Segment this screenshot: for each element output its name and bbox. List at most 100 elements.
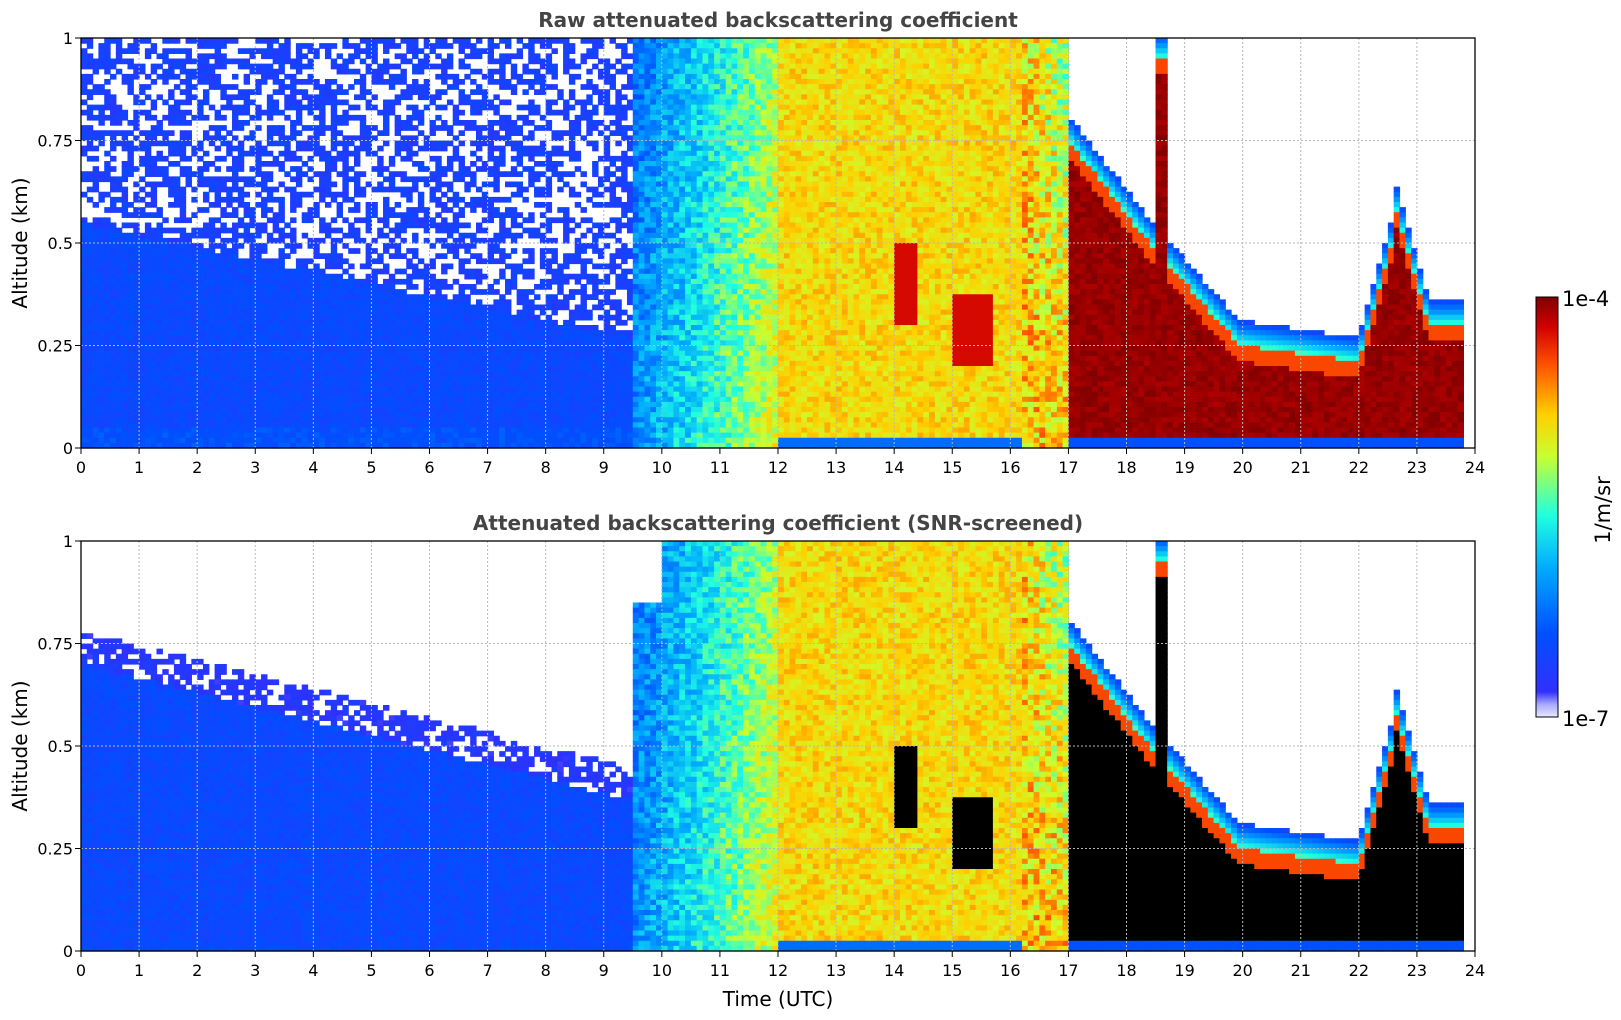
heatmap-cell [104,269,110,275]
heatmap-cell [325,438,331,444]
heatmap-cell [197,371,203,377]
heatmap-cell [290,310,296,316]
heatmap-cell [331,294,337,300]
heatmap-cell [145,141,151,147]
heatmap-cell [354,376,360,382]
heatmap-cell [127,294,133,300]
heatmap-cell [296,428,302,434]
heatmap-cell [360,392,366,398]
heatmap-cell [168,325,174,331]
heatmap-cell [180,187,186,193]
heatmap-cell [435,197,441,203]
heatmap-cell [226,381,232,387]
heatmap-cell [342,417,348,423]
heatmap-cell [383,248,389,254]
heatmap-cell [162,407,168,413]
heatmap-cell [104,233,110,239]
heatmap-cell [174,258,180,264]
heatmap-cell [203,74,209,80]
heatmap-cell [360,264,366,270]
heatmap-cell [337,207,343,213]
heatmap-cell [267,197,273,203]
heatmap-cell [395,335,401,341]
heatmap-cell [284,335,290,341]
heatmap-cell [238,361,244,367]
heatmap-cell [116,371,122,377]
heatmap-cell [215,422,221,428]
heatmap-cell [139,422,145,428]
heatmap-cell [110,223,116,229]
heatmap-cell [226,320,232,326]
heatmap-cell [127,202,133,208]
heatmap-cell [145,402,151,408]
heatmap-cell [273,417,279,423]
heatmap-cell [418,310,424,316]
heatmap-cell [435,289,441,295]
heatmap-cell [127,151,133,157]
heatmap-cell [145,192,151,198]
heatmap-cell [418,94,424,100]
heatmap-cell [354,94,360,100]
heatmap-cell [430,417,436,423]
heatmap-cell [389,305,395,311]
heatmap-cell [244,269,250,275]
heatmap-cell [87,228,93,234]
heatmap-cell [145,381,151,387]
heatmap-cell [238,146,244,152]
heatmap-cell [93,223,99,229]
heatmap-cell [435,361,441,367]
heatmap-cell [406,89,412,95]
heatmap-cell [337,130,343,136]
heatmap-cell [406,187,412,193]
heatmap-cell [354,381,360,387]
heatmap-cell [145,110,151,116]
heatmap-cell [435,320,441,326]
heatmap-cell [383,120,389,126]
heatmap-cell [110,228,116,234]
heatmap-cell [87,320,93,326]
heatmap-cell [441,294,447,300]
heatmap-cell [197,433,203,439]
heatmap-cell [377,371,383,377]
heatmap-cell [354,330,360,336]
heatmap-cell [435,115,441,121]
heatmap-cell [278,310,284,316]
heatmap-cell [412,325,418,331]
heatmap-cell [151,392,157,398]
heatmap-cell [81,74,87,80]
heatmap-cell [325,279,331,285]
heatmap-cell [255,48,261,54]
heatmap-cell [389,335,395,341]
heatmap-cell [447,346,453,352]
heatmap-cell [267,366,273,372]
heatmap-cell [116,115,122,121]
heatmap-cell [104,356,110,362]
heatmap-cell [441,428,447,434]
heatmap-cell [168,335,174,341]
heatmap-cell [122,351,128,357]
heatmap-cell [302,387,308,393]
heatmap-cell [151,299,157,305]
heatmap-cell [139,325,145,331]
heatmap-cell [296,381,302,387]
heatmap-cell [342,356,348,362]
heatmap-cell [151,417,157,423]
heatmap-cell [284,74,290,80]
heatmap-cell [232,310,238,316]
heatmap-cell [406,192,412,198]
heatmap-cell [453,74,459,80]
heatmap-cell [418,161,424,167]
heatmap-cell [337,192,343,198]
heatmap-cell [93,279,99,285]
heatmap-cell [296,146,302,152]
heatmap-cell [122,187,128,193]
heatmap-cell [151,294,157,300]
heatmap-cell [412,387,418,393]
heatmap-cell [110,417,116,423]
heatmap-cell [430,48,436,54]
heatmap-cell [430,335,436,341]
heatmap-cell [302,315,308,321]
heatmap-cell [127,59,133,65]
heatmap-cell [116,320,122,326]
heatmap-cell [337,351,343,357]
